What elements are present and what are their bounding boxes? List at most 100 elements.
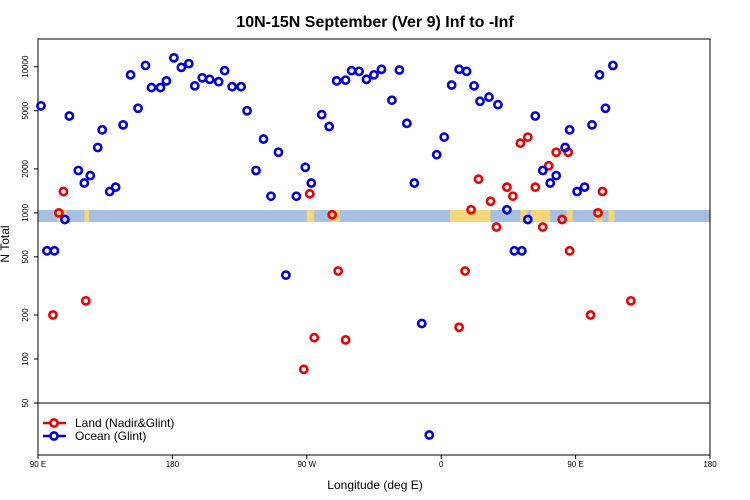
land-point xyxy=(54,207,64,218)
ocean-point xyxy=(416,318,427,329)
land-segment xyxy=(530,210,551,222)
axes: 90 E 180 90 W 0 90 E 180 50 100 200 500 1000 2000 50… xyxy=(21,38,717,469)
ocean-point xyxy=(516,245,527,256)
ocean-point xyxy=(92,142,103,153)
y-tick-label: 100 xyxy=(21,352,30,366)
ocean-point xyxy=(461,66,472,77)
ocean-point xyxy=(189,80,200,91)
ocean-point xyxy=(266,191,276,202)
land-ocean-band xyxy=(38,210,710,222)
y-tick-label: 50 xyxy=(21,398,30,407)
ocean-point xyxy=(454,64,465,75)
ocean-point xyxy=(125,69,136,80)
legend: Land (Nadir&Glint)Ocean (Glint) xyxy=(43,416,174,443)
ocean-point xyxy=(59,214,70,225)
ocean-point xyxy=(64,111,75,121)
x-tick-label: 90 E xyxy=(30,460,46,469)
ocean-point xyxy=(85,170,96,181)
land-point xyxy=(48,310,58,320)
land-point xyxy=(543,160,554,171)
ocean-point xyxy=(258,134,269,144)
ocean-point xyxy=(79,178,90,188)
x-tick-label: 90 W xyxy=(297,460,316,469)
x-tick-label: 90 E xyxy=(567,460,583,469)
ocean-point xyxy=(73,165,84,176)
ocean-point xyxy=(439,132,450,142)
ocean-point xyxy=(594,69,605,80)
ocean-point xyxy=(469,80,479,91)
ocean-point xyxy=(324,121,335,132)
land-point xyxy=(593,207,603,218)
ocean-point xyxy=(204,74,215,85)
land-point xyxy=(564,245,575,256)
ocean-point xyxy=(273,147,284,158)
ocean-point xyxy=(579,182,590,193)
ocean-point xyxy=(484,92,494,102)
land-point xyxy=(333,266,344,276)
ocean-point xyxy=(600,103,611,114)
land-segment xyxy=(520,210,528,222)
land-point xyxy=(485,196,496,207)
legend-swatch-marker xyxy=(49,431,59,441)
y-tick-label: 200 xyxy=(21,308,30,322)
ocean-point xyxy=(97,124,108,135)
ocean-point xyxy=(300,162,311,173)
land-point xyxy=(491,222,502,232)
ocean-point xyxy=(545,178,556,188)
y-tick-label: 500 xyxy=(21,250,30,264)
ocean-point xyxy=(446,80,457,90)
x-tick-label: 180 xyxy=(703,460,717,469)
land-point xyxy=(585,310,596,320)
y-tick-label: 2000 xyxy=(21,159,30,177)
ocean-point xyxy=(564,124,575,135)
ocean-point xyxy=(118,119,129,130)
land-point xyxy=(522,132,533,142)
ocean-point xyxy=(572,186,582,197)
land-point xyxy=(327,209,338,220)
legend-label: Ocean (Glint) xyxy=(75,429,146,443)
x-tick-label: 180 xyxy=(166,460,180,469)
ocean-point xyxy=(42,245,52,256)
ocean-point xyxy=(49,245,60,256)
ocean-point xyxy=(291,191,302,202)
y-axis-label: N Total xyxy=(0,225,12,262)
ocean-point xyxy=(354,66,364,77)
ocean-point xyxy=(475,96,485,107)
ocean-point xyxy=(493,99,503,110)
ocean-point xyxy=(280,270,291,281)
ocean-point xyxy=(376,64,387,75)
land-point xyxy=(340,335,351,345)
y-tick-label: 5000 xyxy=(21,101,30,119)
land-segment xyxy=(84,210,89,222)
ocean-point xyxy=(346,65,357,76)
ocean-point xyxy=(110,182,121,193)
ocean-point xyxy=(197,72,208,83)
ocean-point xyxy=(560,142,571,153)
land-point xyxy=(502,182,512,193)
ocean-point xyxy=(242,105,252,116)
ocean-point xyxy=(176,62,187,73)
y-tick-label: 10000 xyxy=(21,55,30,78)
ocean-point xyxy=(387,95,397,106)
plot-frame xyxy=(37,38,711,456)
ocean-point xyxy=(369,69,379,80)
land-point xyxy=(58,186,69,197)
land-point xyxy=(537,222,548,232)
ocean-point xyxy=(522,214,533,225)
ocean-point xyxy=(306,178,317,188)
ocean-point xyxy=(608,60,618,71)
ocean-point xyxy=(401,118,412,129)
ocean-point xyxy=(409,178,420,188)
land-point xyxy=(625,295,636,306)
land-point xyxy=(473,174,484,185)
ocean-point xyxy=(168,52,179,63)
land-segment xyxy=(306,210,315,222)
ocean-point xyxy=(424,430,435,440)
ocean-point xyxy=(530,111,541,121)
land-point xyxy=(597,186,608,197)
ocean-point xyxy=(502,204,512,215)
land-segment xyxy=(566,210,573,222)
land-point xyxy=(80,295,91,306)
ocean-point xyxy=(340,75,351,86)
legend-swatch-marker xyxy=(49,418,59,428)
